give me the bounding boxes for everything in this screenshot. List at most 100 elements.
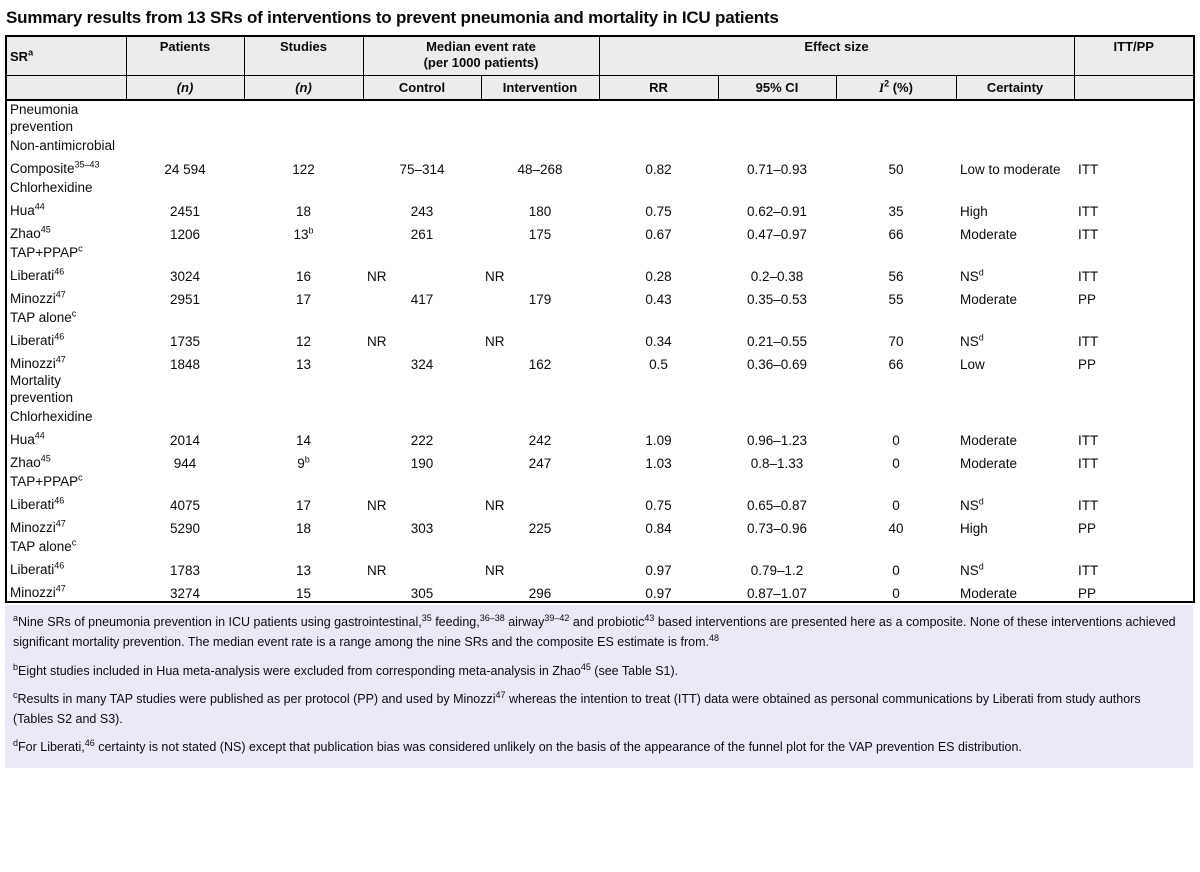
itt-pp-cell: ITT	[1078, 433, 1099, 448]
empty-cell	[718, 372, 836, 406]
certainty-cell: NSd	[960, 561, 984, 578]
footnote-marker: a	[13, 612, 19, 623]
i2-exponent: 2	[884, 78, 890, 89]
group-row: Mortality prevention	[6, 372, 1194, 406]
col-subheader-patients-n: (n)	[125, 75, 245, 101]
sr-cell: Liberati46	[10, 331, 65, 348]
empty-cell	[244, 471, 363, 490]
empty-cell	[599, 406, 718, 425]
rr-cell: 0.5	[649, 357, 668, 372]
intervention-cell: NR	[485, 334, 505, 349]
intervention-cell: NR	[485, 563, 505, 578]
itt-pp-cell: PP	[1078, 292, 1097, 307]
empty-cell	[481, 406, 599, 425]
studies-cell: 18	[295, 521, 312, 536]
patients-cell: 3024	[169, 269, 201, 284]
studies-cell: 14	[295, 433, 312, 448]
table-row: Hua44 2451 18 243 180 0.75 0.62–0.91 35 High ITT	[6, 196, 1194, 219]
control-cell: 324	[410, 357, 434, 372]
col-header-patients: Patients	[125, 35, 245, 76]
sr-footnote-marker: a	[28, 47, 34, 58]
empty-cell	[1074, 135, 1194, 154]
table-row: Composite35–43 24 594 122 75–314 48–268 0.82 0…	[6, 154, 1194, 177]
sr-cell: Liberati46	[10, 560, 65, 577]
empty-cell	[1074, 536, 1194, 555]
empty-cell	[126, 135, 244, 154]
empty-cell	[126, 100, 244, 135]
empty-cell	[718, 536, 836, 555]
i2-cell: 0	[892, 456, 900, 471]
table-row: Liberati46 3024 16 NR NR 0.28 0.2–0.38 56 NSd ITT	[6, 261, 1194, 284]
patients-cell: 1206	[169, 227, 201, 242]
patients-cell: 944	[173, 456, 197, 471]
intervention-cell: 296	[528, 586, 552, 601]
header-row-1: SRa Patients Studies Median event rate (…	[5, 35, 1195, 76]
certainty-cell: NSd	[960, 267, 984, 284]
rr-cell: 0.97	[645, 563, 672, 578]
sr-cell: Pneumonia prevention	[10, 102, 79, 134]
empty-cell	[718, 135, 836, 154]
empty-cell	[956, 471, 1074, 490]
median-rate-line1: Median event rate	[426, 39, 536, 54]
itt-pp-cell: PP	[1078, 357, 1097, 372]
empty-cell	[956, 135, 1074, 154]
empty-cell	[363, 372, 481, 406]
rr-cell: 0.67	[645, 227, 672, 242]
empty-cell	[363, 471, 481, 490]
rr-cell: 0.75	[645, 204, 672, 219]
intervention-cell: 179	[528, 292, 552, 307]
empty-cell	[244, 536, 363, 555]
empty-cell	[599, 307, 718, 326]
empty-cell	[599, 242, 718, 261]
sr-label: SR	[10, 48, 29, 64]
sr-cell: Minozzi47	[10, 354, 66, 371]
patients-cell: 1783	[169, 563, 201, 578]
group-row: Non-antimicrobial	[6, 135, 1194, 154]
empty-cell	[481, 372, 599, 406]
ci-cell: 0.73–0.96	[746, 521, 808, 536]
patients-cell: 1735	[169, 334, 201, 349]
empty-cell	[1074, 372, 1194, 406]
patients-cell: 24 594	[164, 162, 206, 177]
table-row: Minozzi47 2951 17 417 179 0.43 0.35–0.53 55 Mode…	[6, 284, 1194, 307]
group-row: Chlorhexidine	[6, 177, 1194, 196]
patients-cell: 5290	[169, 521, 201, 536]
intervention-cell: 48–268	[517, 162, 563, 177]
group-row: TAP+PPAPc	[6, 242, 1194, 261]
table-row: Minozzi47 1848 13 324 162 0.5 0.36–0.69 66 Low PP	[6, 349, 1194, 372]
empty-cell	[1074, 406, 1194, 425]
sr-cell: Minozzi47	[10, 518, 66, 535]
i2-cell: 0	[892, 586, 900, 601]
empty-cell	[718, 100, 836, 135]
empty-cell	[1074, 177, 1194, 196]
patients-cell: 1848	[169, 357, 201, 372]
table-row: Minozzi47 5290 18 303 225 0.84 0.73–0.96 40 High…	[6, 513, 1194, 536]
intervention-cell: 175	[528, 227, 552, 242]
ci-cell: 0.71–0.93	[746, 162, 808, 177]
empty-cell	[244, 135, 363, 154]
studies-cell: 17	[295, 498, 312, 513]
certainty-cell: High	[960, 521, 988, 536]
rr-cell: 0.75	[645, 498, 672, 513]
sr-cell: Zhao45	[10, 224, 51, 241]
sr-cell: Minozzi47	[10, 289, 66, 306]
empty-cell	[836, 536, 956, 555]
sr-cell: TAP+PPAPc	[10, 243, 83, 260]
patients-cell: 2451	[169, 204, 201, 219]
empty-cell	[956, 406, 1074, 425]
sr-cell: Minozzi47	[10, 583, 66, 600]
i2-cell: 66	[888, 227, 904, 242]
empty-cell	[481, 242, 599, 261]
sr-cell: Liberati46	[10, 495, 65, 512]
sr-cell: Liberati46	[10, 266, 65, 283]
certainty-cell: Moderate	[960, 456, 1018, 471]
col-subheader-i2: I2 (%)	[835, 75, 957, 101]
empty-cell	[363, 242, 481, 261]
median-rate-line2: (per 1000 patients)	[423, 55, 539, 71]
footnote-marker: 48	[708, 633, 719, 644]
intervention-cell: 162	[528, 357, 552, 372]
empty-cell	[126, 307, 244, 326]
itt-pp-cell: ITT	[1078, 334, 1099, 349]
empty-cell	[718, 177, 836, 196]
